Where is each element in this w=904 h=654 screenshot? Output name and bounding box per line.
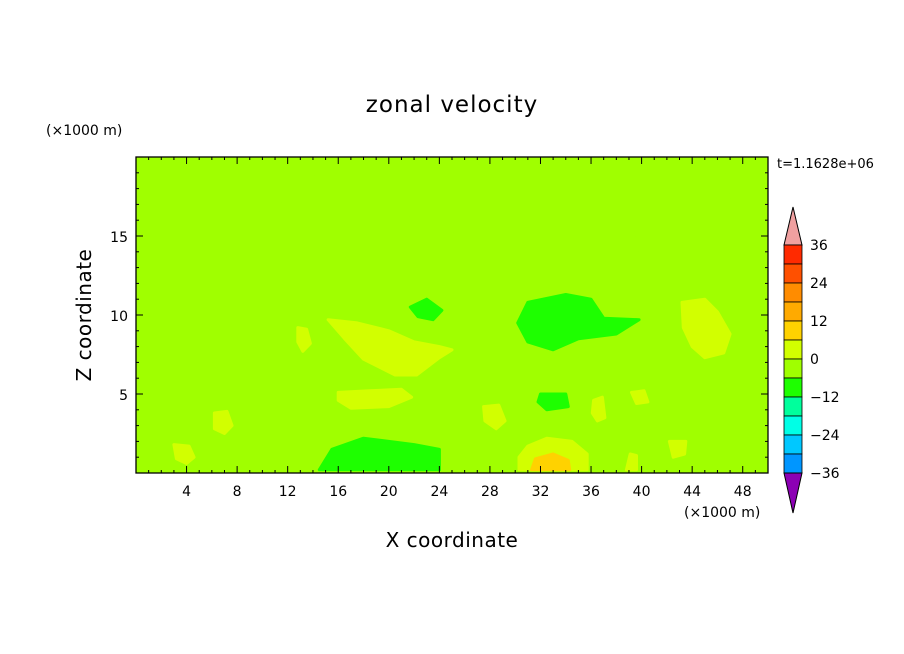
colorbar-over-triangle (783, 206, 803, 246)
colorbar-tick-label: 0 (810, 352, 819, 368)
colorbar-tick-label: −36 (810, 466, 840, 482)
contour-region-23 (212, 409, 234, 435)
x-axis-ticks: 4 8 12 16 20 24 28 32 36 40 44 48 (148, 157, 756, 500)
contour-region-14 (399, 384, 460, 409)
contour-field (136, 157, 768, 473)
contour-region-5 (136, 289, 157, 380)
z-axis-unit: (×1000 m) (46, 123, 122, 139)
contour-region-10 (271, 435, 302, 472)
colorbar-under-triangle (783, 472, 803, 514)
x-tick-label: 32 (532, 484, 550, 500)
colorbar-band (783, 339, 803, 360)
x-tick-label: 48 (734, 484, 752, 500)
contour-region-13 (722, 447, 764, 472)
contour-region-31 (530, 452, 572, 472)
contour-region-22 (680, 297, 732, 360)
x-tick-label: 12 (279, 484, 297, 500)
colorbar-tick-label: −12 (810, 390, 840, 406)
colorbar-band (783, 263, 803, 284)
x-tick-label: 4 (182, 484, 191, 500)
contour-region-17 (536, 392, 570, 412)
time-label: t=1.1628e+06 (777, 157, 874, 172)
contour-region-26 (590, 395, 607, 423)
x-tick-label: 20 (380, 484, 398, 500)
x-tick-label: 40 (633, 484, 651, 500)
contour-region-28 (667, 439, 688, 459)
contour-region-25 (482, 403, 507, 431)
contour-region-27 (630, 389, 650, 405)
x-tick-label: 24 (430, 484, 448, 500)
contour-region-2 (387, 158, 429, 198)
contour-region-1 (136, 158, 328, 233)
x-axis-label: X coordinate (386, 528, 519, 552)
y-axis-ticks: 5 10 15 (110, 172, 768, 458)
contour-region-30 (624, 452, 638, 472)
colorbar-band (783, 320, 803, 341)
x-tick-label: 8 (233, 484, 242, 500)
chart-title: zonal velocity (366, 92, 538, 118)
x-axis-unit: (×1000 m) (684, 505, 760, 521)
contour-region-21 (296, 326, 312, 353)
contour-region-3 (640, 158, 707, 183)
x-tick-label: 16 (329, 484, 347, 500)
colorbar-band (783, 453, 803, 474)
colorbar-tick-label: 12 (810, 314, 828, 330)
contour-regions (136, 158, 768, 472)
colorbar-band (783, 358, 803, 379)
colorbar-band (783, 396, 803, 417)
colorbar-tick-label: 36 (810, 238, 828, 254)
contour-region-9 (197, 436, 252, 472)
x-tick-label: 44 (683, 484, 701, 500)
colorbar-tick-label: 24 (810, 276, 828, 292)
y-axis-label: Z coordinate (72, 249, 96, 382)
y-tick-label: 15 (110, 230, 128, 246)
contour-region-4 (715, 158, 768, 238)
colorbar-band (783, 434, 803, 455)
x-tick-label: 28 (481, 484, 499, 500)
contour-region-15 (408, 297, 444, 322)
colorbar-band (783, 415, 803, 436)
x-tick-label: 36 (582, 484, 600, 500)
y-tick-label: 10 (110, 309, 128, 325)
colorbar-band (783, 244, 803, 265)
contour-region-20 (336, 387, 414, 410)
colorbar: 36 24 12 0 −12 −24 −36 (783, 206, 840, 514)
contour-region-16 (516, 293, 641, 352)
colorbar-tick-label: −24 (810, 428, 840, 444)
y-tick-label: 5 (119, 388, 128, 404)
contour-region-19 (326, 318, 454, 377)
contour-region-11 (463, 389, 631, 472)
contour-region-24 (172, 443, 196, 465)
colorbar-band (783, 377, 803, 398)
colorbar-band (783, 301, 803, 322)
colorbar-band (783, 282, 803, 303)
